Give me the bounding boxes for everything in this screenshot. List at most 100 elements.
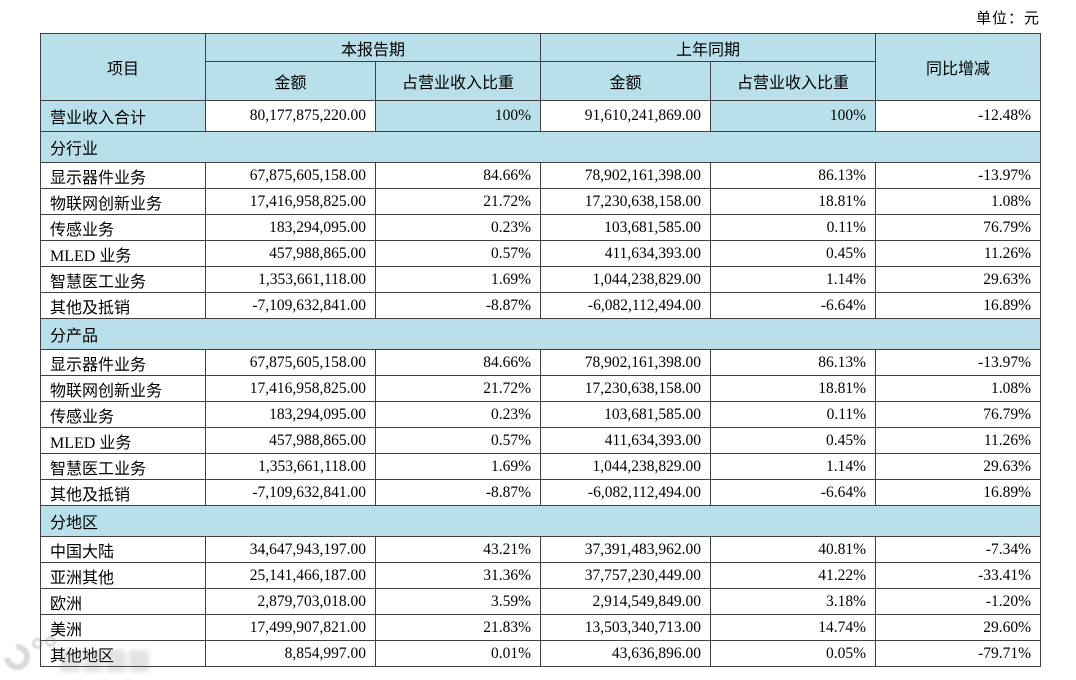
table-header: 项目 本报告期 上年同期 同比增减 金额 占营业收入比重 金额 占营业收入比重 (40, 33, 1042, 101)
prior-amount-cell: 37,391,483,962.00 (540, 536, 712, 563)
prior-amount-cell: 13,503,340,713.00 (540, 614, 712, 641)
table-row: MLED 业务 457,988,865.00 0.57% 411,634,393.00… (40, 427, 1042, 454)
row-label: 智慧医工业务 (40, 453, 206, 480)
row-label: MLED 业务 (40, 427, 206, 454)
current-pct-cell: 0.57% (374, 240, 542, 267)
table-row: 智慧医工业务 1,353,661,118.00 1.69% 1,044,238,829… (40, 266, 1042, 293)
current-pct-cell: 84.66% (374, 162, 542, 189)
section-header-row: 分产品 (39, 318, 1042, 350)
watermark-swirl-icon (0, 638, 36, 676)
prior-pct-cell: 0.45% (710, 240, 877, 267)
row-label: 欧洲 (40, 588, 206, 615)
yoy-cell: 16.89% (875, 479, 1042, 506)
prior-amount-cell: 1,044,238,829.00 (540, 266, 712, 293)
prior-pct-cell: 100% (710, 100, 877, 132)
yoy-cell: -12.48% (875, 100, 1042, 132)
yoy-cell: -13.97% (875, 349, 1042, 376)
section-header-row: 分地区 (39, 505, 1042, 537)
current-pct-cell: 84.66% (374, 349, 542, 376)
current-amount-cell: 1,353,661,118.00 (205, 266, 376, 293)
current-amount-cell: 8,854,997.00 (205, 640, 376, 667)
current-amount-cell: 67,875,605,158.00 (205, 349, 376, 376)
current-amount-cell: 457,988,865.00 (205, 240, 376, 267)
yoy-cell: 1.08% (875, 375, 1042, 402)
prior-pct-cell: 40.81% (710, 536, 877, 563)
table-row: 营业收入合计 80,177,875,220.00 100% 91,610,241,86… (40, 100, 1042, 132)
yoy-cell: 11.26% (875, 240, 1042, 267)
yoy-cell: -79.71% (875, 640, 1042, 667)
prior-pct-cell: 0.11% (710, 214, 877, 241)
row-label: 传感业务 (40, 214, 206, 241)
prior-pct-cell: -6.64% (710, 292, 877, 319)
prior-amount-cell: 2,914,549,849.00 (540, 588, 712, 615)
header-current-pct: 占营业收入比重 (374, 61, 542, 101)
current-amount-cell: 34,647,943,197.00 (205, 536, 376, 563)
table-row: MLED 业务 457,988,865.00 0.57% 411,634,393.00… (40, 240, 1042, 267)
current-pct-cell: 0.23% (374, 214, 542, 241)
header-row-2: 金额 占营业收入比重 金额 占营业收入比重 (41, 61, 1041, 101)
current-pct-cell: -8.87% (374, 479, 542, 506)
prior-amount-cell: 78,902,161,398.00 (540, 349, 712, 376)
table-row: 其他地区 8,854,997.00 0.01% 43,636,896.00 0.05% -… (40, 640, 1042, 667)
current-amount-cell: 1,353,661,118.00 (205, 453, 376, 480)
prior-pct-cell: 86.13% (710, 349, 877, 376)
prior-pct-cell: 1.14% (710, 266, 877, 293)
table-row: 显示器件业务 67,875,605,158.00 84.66% 78,902,161,… (40, 162, 1042, 189)
prior-pct-cell: 1.14% (710, 453, 877, 480)
prior-pct-cell: 86.13% (710, 162, 877, 189)
current-pct-cell: 0.57% (374, 427, 542, 454)
yoy-cell: 76.79% (875, 401, 1042, 428)
yoy-cell: 29.60% (875, 614, 1042, 641)
yoy-cell: 11.26% (875, 427, 1042, 454)
prior-pct-cell: 18.81% (710, 188, 877, 215)
yoy-cell: 29.63% (875, 266, 1042, 293)
prior-pct-cell: 41.22% (710, 562, 877, 589)
prior-amount-cell: 43,636,896.00 (540, 640, 712, 667)
prior-amount-cell: 411,634,393.00 (540, 240, 712, 267)
current-pct-cell: -8.87% (374, 292, 542, 319)
prior-amount-cell: 17,230,638,158.00 (540, 188, 712, 215)
current-pct-cell: 3.59% (374, 588, 542, 615)
current-pct-cell: 0.01% (374, 640, 542, 667)
unit-label: 单位：元 (975, 11, 1040, 27)
current-amount-cell: -7,109,632,841.00 (205, 292, 376, 319)
current-pct-cell: 0.23% (374, 401, 542, 428)
current-amount-cell: 67,875,605,158.00 (205, 162, 376, 189)
prior-amount-cell: 103,681,585.00 (540, 214, 712, 241)
table-row: 物联网创新业务 17,416,958,825.00 21.72% 17,230,638… (40, 188, 1042, 215)
section-title: 分地区 (39, 505, 1042, 537)
current-amount-cell: 17,499,907,821.00 (205, 614, 376, 641)
table-row: 智慧医工业务 1,353,661,118.00 1.69% 1,044,238,829… (40, 453, 1042, 480)
prior-pct-cell: 0.11% (710, 401, 877, 428)
current-amount-cell: 25,141,466,187.00 (205, 562, 376, 589)
prior-amount-cell: 103,681,585.00 (540, 401, 712, 428)
table-body: 营业收入合计 80,177,875,220.00 100% 91,610,241,86… (39, 100, 1042, 667)
section-header-row: 分行业 (39, 131, 1042, 163)
current-pct-cell: 1.69% (374, 266, 542, 293)
prior-pct-cell: 14.74% (710, 614, 877, 641)
yoy-cell: -13.97% (875, 162, 1042, 189)
yoy-cell: 16.89% (875, 292, 1042, 319)
prior-pct-cell: 0.45% (710, 427, 877, 454)
current-pct-cell: 21.72% (374, 375, 542, 402)
table-row: 传感业务 183,294,095.00 0.23% 103,681,585.00 0.1… (40, 214, 1042, 241)
prior-amount-cell: 37,757,230,449.00 (540, 562, 712, 589)
prior-amount-cell: 411,634,393.00 (540, 427, 712, 454)
prior-amount-cell: 78,902,161,398.00 (540, 162, 712, 189)
current-amount-cell: 17,416,958,825.00 (205, 375, 376, 402)
current-amount-cell: 80,177,875,220.00 (205, 100, 376, 132)
current-amount-cell: -7,109,632,841.00 (205, 479, 376, 506)
prior-amount-cell: -6,082,112,494.00 (540, 292, 712, 319)
yoy-cell: -33.41% (875, 562, 1042, 589)
table-row: 物联网创新业务 17,416,958,825.00 21.72% 17,230,638… (40, 375, 1042, 402)
prior-pct-cell: -6.64% (710, 479, 877, 506)
header-yoy-change: 同比增减 (875, 33, 1042, 101)
row-label: 亚洲其他 (40, 562, 206, 589)
yoy-cell: 29.63% (875, 453, 1042, 480)
header-prior-pct: 占营业收入比重 (710, 61, 877, 101)
header-current-amount: 金额 (205, 61, 376, 101)
prior-amount-cell: 91,610,241,869.00 (540, 100, 712, 132)
row-label: MLED 业务 (40, 240, 206, 267)
current-amount-cell: 2,879,703,018.00 (205, 588, 376, 615)
